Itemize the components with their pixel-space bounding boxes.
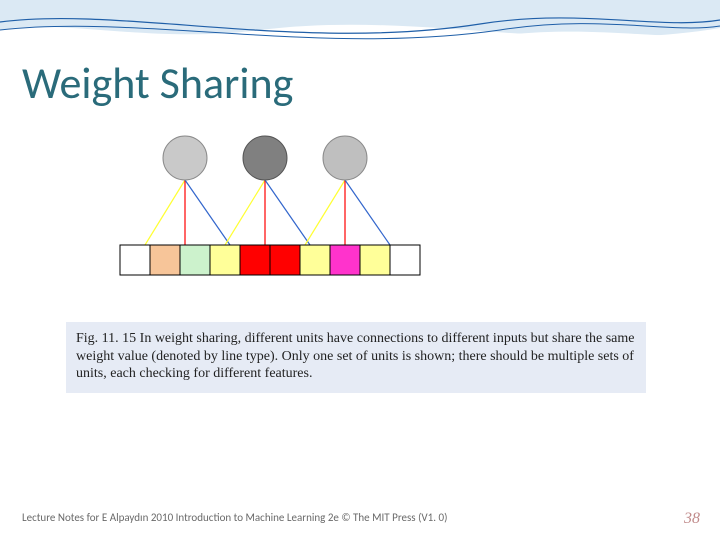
diagram-svg: [90, 130, 450, 290]
input-cell: [120, 245, 150, 275]
connection-line: [225, 180, 265, 245]
input-cell: [150, 245, 180, 275]
weight-sharing-diagram: [90, 130, 450, 290]
input-cell: [240, 245, 270, 275]
wave-line-1: [0, 18, 720, 33]
page-title: Weight Sharing: [22, 56, 293, 110]
unit-node: [323, 136, 367, 180]
input-cell: [270, 245, 300, 275]
wave-line-2: [0, 24, 720, 39]
input-cell: [360, 245, 390, 275]
wave-back: [0, 0, 720, 37]
connection-line: [305, 180, 345, 245]
figure-caption: Fig. 11. 15 In weight sharing, different…: [66, 322, 646, 393]
footer-citation: Lecture Notes for E Alpaydın 2010 Introd…: [22, 511, 447, 524]
input-cell: [210, 245, 240, 275]
input-cell: [180, 245, 210, 275]
input-cell: [300, 245, 330, 275]
connection-line: [185, 180, 230, 245]
input-cell: [390, 245, 420, 275]
connection-line: [145, 180, 185, 245]
unit-node: [243, 136, 287, 180]
page-number: 38: [684, 510, 700, 528]
connection-line: [345, 180, 390, 245]
input-cell: [330, 245, 360, 275]
connection-line: [265, 180, 310, 245]
unit-node: [163, 136, 207, 180]
